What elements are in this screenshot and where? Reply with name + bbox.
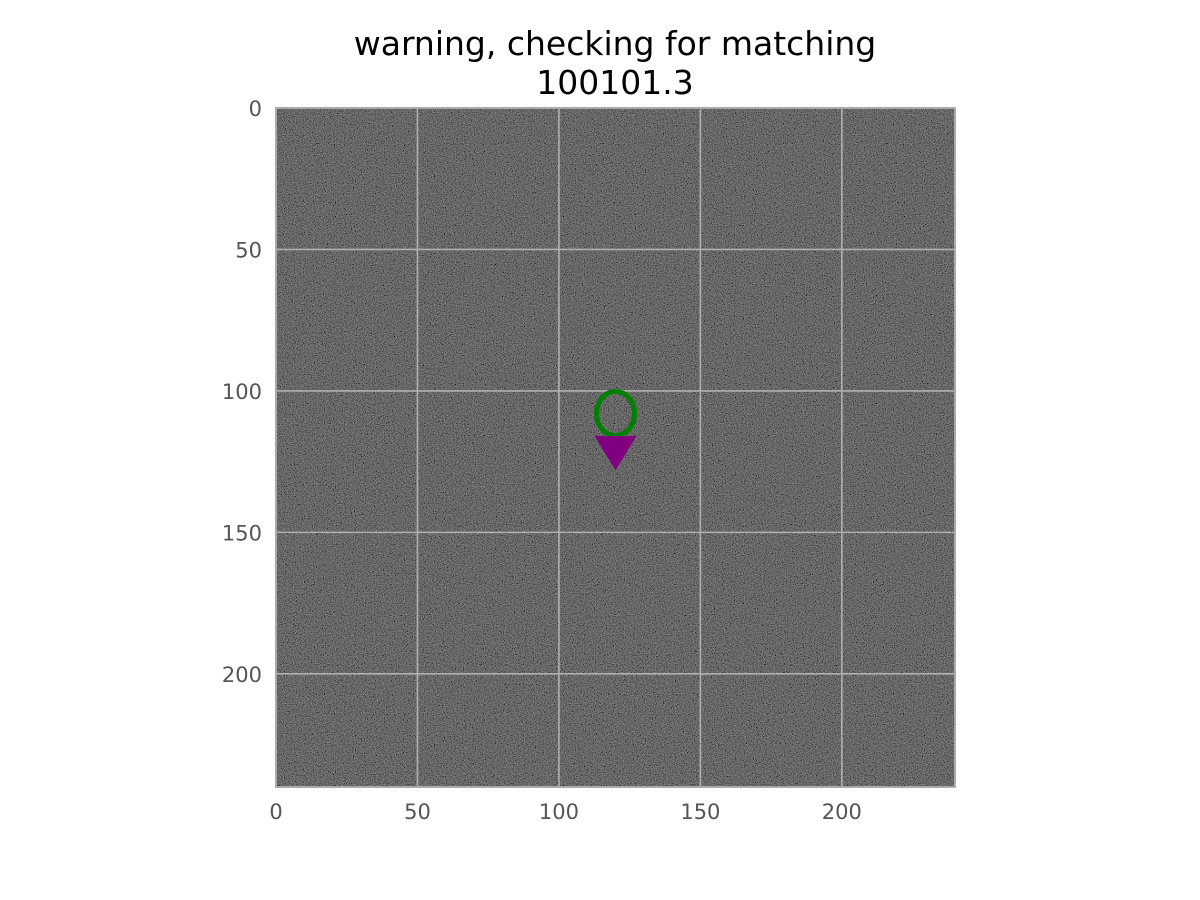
marker-triangle xyxy=(594,436,637,471)
y-tick-label: 150 xyxy=(222,521,262,545)
y-tick-label: 0 xyxy=(249,97,262,121)
y-tick-label: 200 xyxy=(222,663,262,687)
axes-border xyxy=(275,107,956,788)
markers xyxy=(594,389,637,471)
axes-frame xyxy=(275,107,956,788)
y-tick-label: 100 xyxy=(222,380,262,404)
x-tick-label: 50 xyxy=(404,800,431,824)
x-tick-label: 100 xyxy=(539,800,579,824)
x-tick-label: 200 xyxy=(822,800,862,824)
marker-circle xyxy=(594,389,637,439)
y-tick-label: 50 xyxy=(235,238,262,262)
x-tick-label: 150 xyxy=(680,800,720,824)
x-tick-label: 0 xyxy=(269,800,282,824)
chart-title-line-1: warning, checking for matching xyxy=(353,24,877,63)
chart-title-line-2: 100101.3 xyxy=(536,63,694,102)
tick-labels: 0 50 100 150 200 0 50 100 150 200 xyxy=(222,97,862,824)
